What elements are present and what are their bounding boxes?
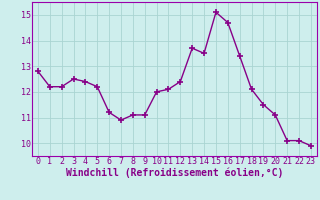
X-axis label: Windchill (Refroidissement éolien,°C): Windchill (Refroidissement éolien,°C)	[66, 167, 283, 178]
